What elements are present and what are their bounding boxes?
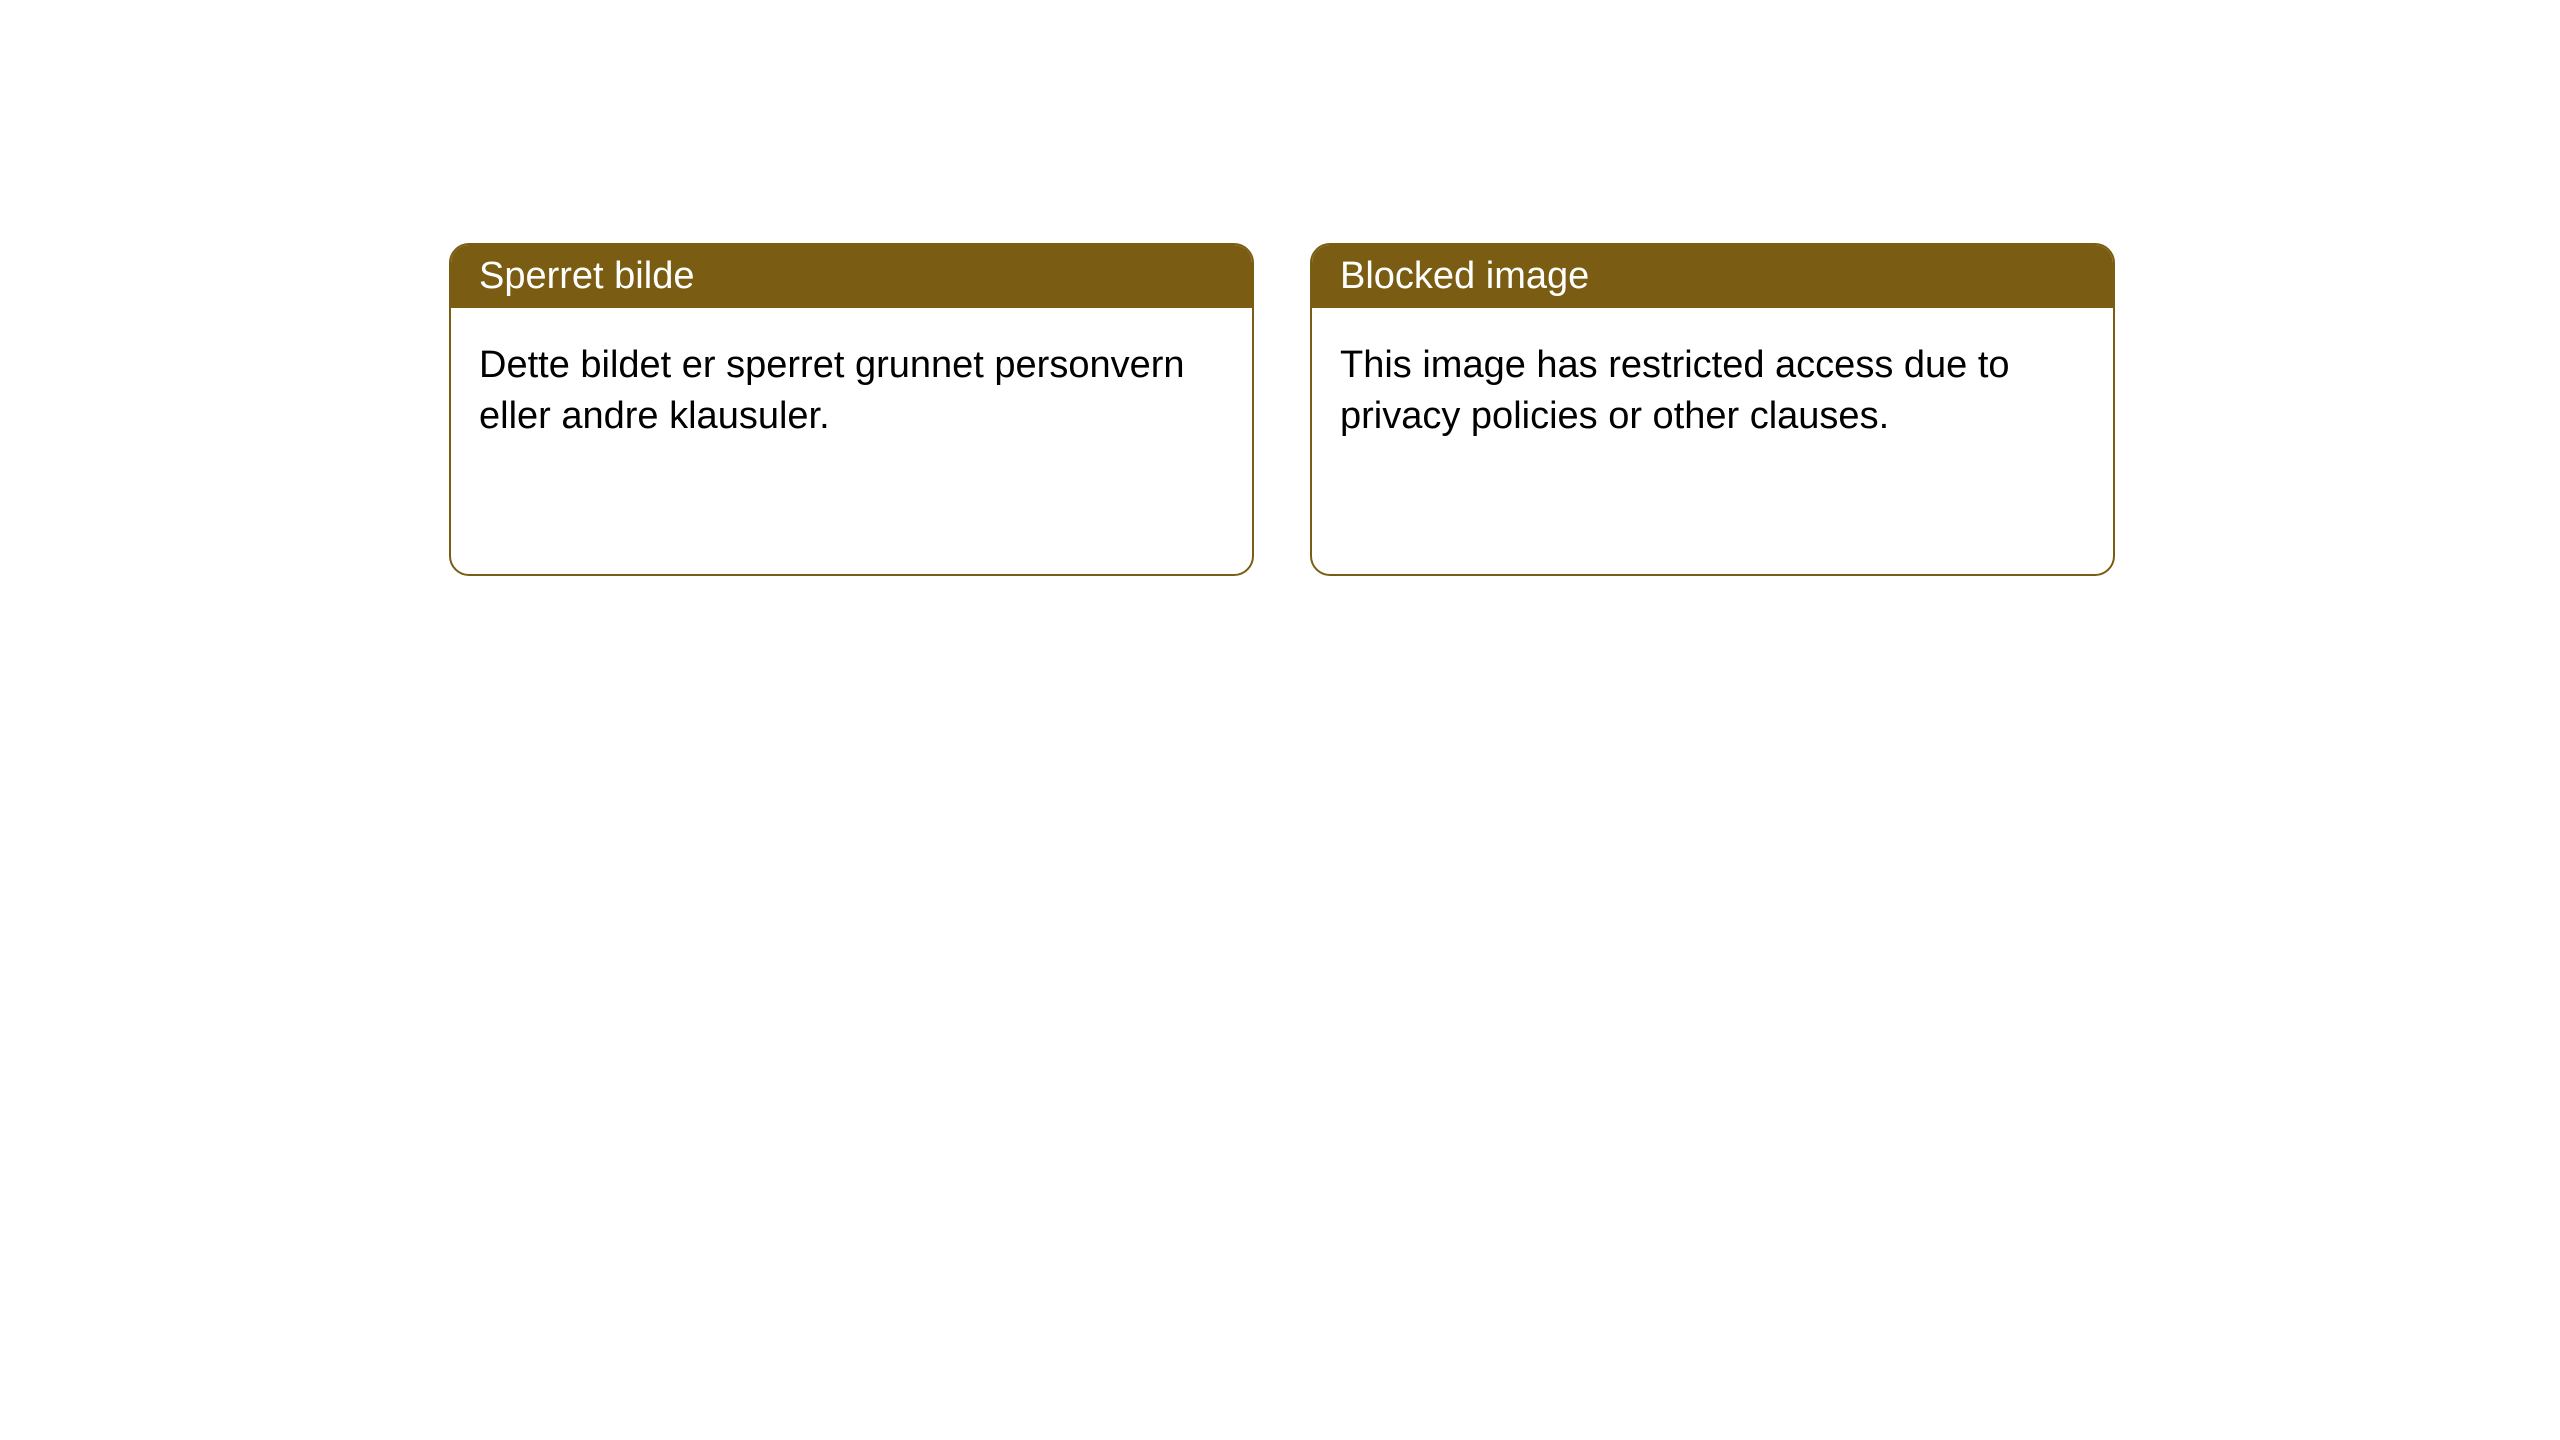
notice-card-body: Dette bildet er sperret grunnet personve… <box>451 308 1252 475</box>
notice-card-title: Blocked image <box>1312 245 2113 308</box>
notice-card-body: This image has restricted access due to … <box>1312 308 2113 475</box>
notice-cards-container: Sperret bilde Dette bildet er sperret gr… <box>0 0 2560 576</box>
notice-card-title: Sperret bilde <box>451 245 1252 308</box>
notice-card-english: Blocked image This image has restricted … <box>1310 243 2115 576</box>
notice-card-norwegian: Sperret bilde Dette bildet er sperret gr… <box>449 243 1254 576</box>
